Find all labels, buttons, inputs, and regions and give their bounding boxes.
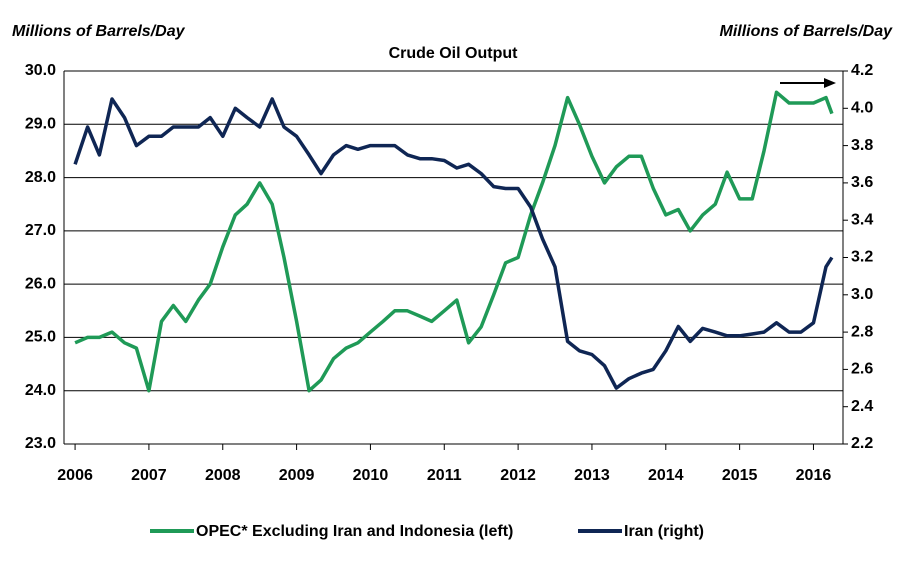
y2-tick-label: 2.8 [851, 323, 873, 340]
y2-tick-label: 3.6 [851, 174, 873, 191]
y2-tick-label: 4.2 [851, 62, 873, 79]
y-tick-label: 25.0 [25, 329, 56, 346]
x-tick-label: 2006 [57, 467, 93, 484]
arrow-head [824, 78, 836, 88]
y-tick-label: 30.0 [25, 62, 56, 79]
x-tick-label: 2009 [279, 467, 315, 484]
x-tick-label: 2016 [796, 467, 832, 484]
y2-tick-label: 2.2 [851, 435, 873, 452]
y-tick-label: 27.0 [25, 222, 56, 239]
y2-tick-label: 3.8 [851, 137, 873, 154]
legend-label: OPEC* Excluding Iran and Indonesia (left… [196, 523, 513, 540]
chart-title: Crude Oil Output [389, 45, 519, 62]
series-line [74, 90, 834, 393]
y2-tick-label: 3.4 [851, 211, 873, 228]
y2-tick-label: 4.0 [851, 100, 873, 117]
x-tick-label: 2014 [648, 467, 684, 484]
y2-tick-label: 3.0 [851, 286, 873, 303]
y2-tick-label: 2.4 [851, 398, 873, 415]
y-axis-label: Millions of Barrels/Day [12, 23, 186, 40]
x-tick-label: 2015 [722, 467, 758, 484]
y-tick-label: 28.0 [25, 169, 56, 186]
y2-tick-label: 2.6 [851, 361, 873, 378]
legend-label: Iran (right) [624, 523, 704, 540]
y2-axis-label: Millions of Barrels/Day [720, 23, 894, 40]
y-tick-label: 23.0 [25, 435, 56, 452]
y-tick-label: 26.0 [25, 275, 56, 292]
y-tick-label: 29.0 [25, 116, 56, 133]
series-line [73, 97, 834, 390]
x-tick-label: 2010 [353, 467, 389, 484]
x-tick-label: 2008 [205, 467, 241, 484]
x-tick-label: 2007 [131, 467, 167, 484]
x-tick-label: 2013 [574, 467, 610, 484]
x-tick-label: 2011 [427, 467, 462, 484]
y2-tick-label: 3.2 [851, 249, 873, 266]
y-tick-label: 24.0 [25, 382, 56, 399]
x-tick-label: 2012 [500, 467, 536, 484]
